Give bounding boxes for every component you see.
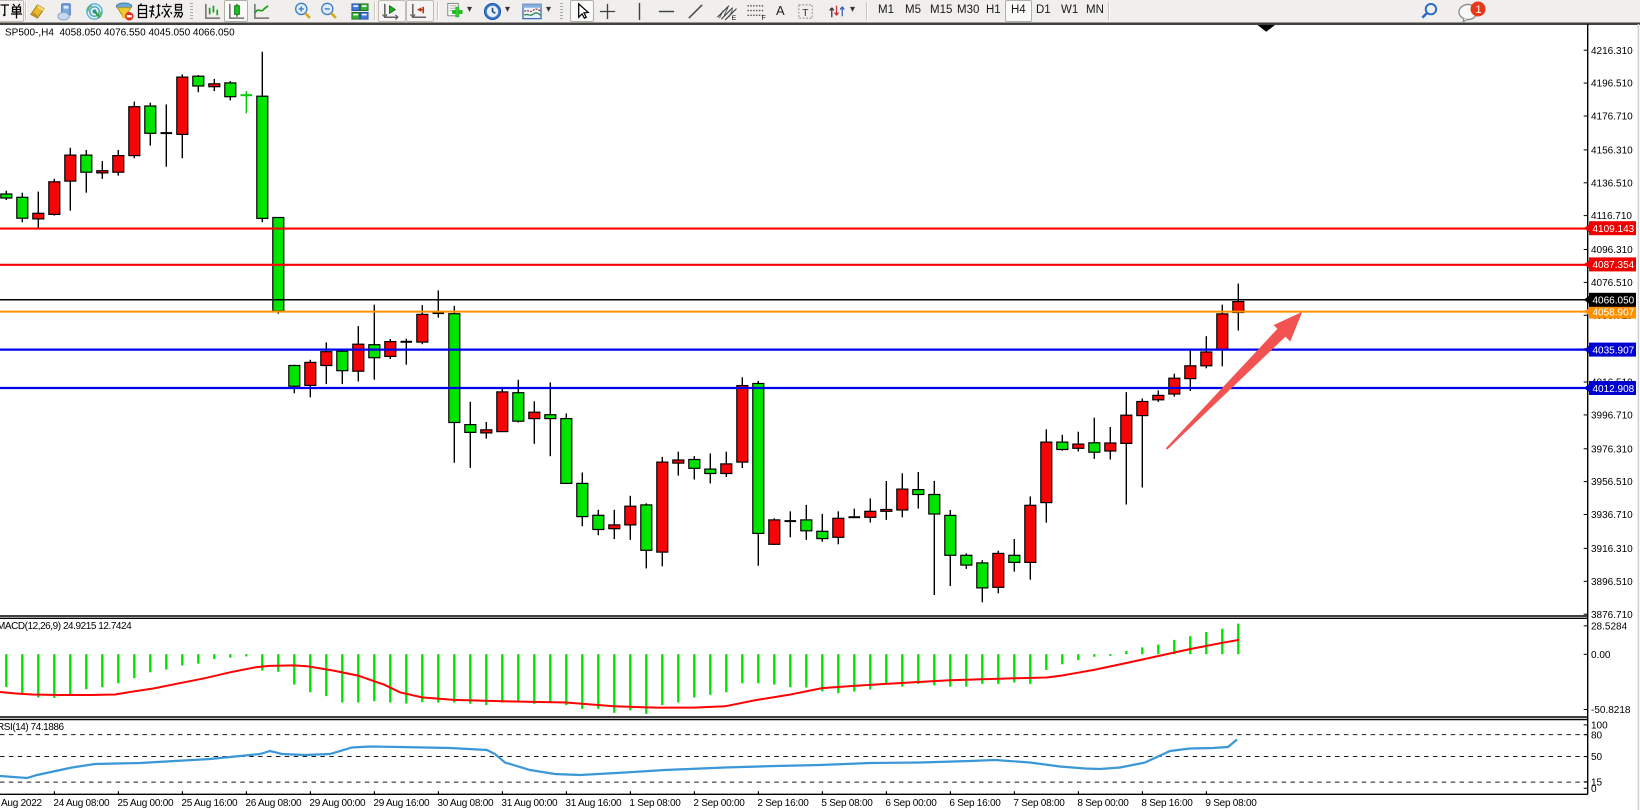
svg-text:3936.710: 3936.710 xyxy=(1591,510,1633,521)
svg-text:RSI(14) 74.1886: RSI(14) 74.1886 xyxy=(0,722,65,733)
svg-text:6 Sep 00:00: 6 Sep 00:00 xyxy=(885,798,937,809)
svg-text:8 Sep 00:00: 8 Sep 00:00 xyxy=(1077,798,1129,809)
svg-text:3916.310: 3916.310 xyxy=(1591,544,1633,555)
svg-text:0.00: 0.00 xyxy=(1591,650,1611,661)
svg-text:0: 0 xyxy=(1591,784,1597,795)
svg-text:1 Sep 08:00: 1 Sep 08:00 xyxy=(629,798,681,809)
svg-text:80: 80 xyxy=(1591,730,1603,741)
svg-text:4136.510: 4136.510 xyxy=(1591,178,1633,189)
svg-text:F: F xyxy=(762,15,766,21)
svg-text:2 Sep 00:00: 2 Sep 00:00 xyxy=(693,798,745,809)
svg-text:29 Aug 16:00: 29 Aug 16:00 xyxy=(373,798,430,809)
svg-text:5 Sep 08:00: 5 Sep 08:00 xyxy=(821,798,873,809)
svg-text:25 Aug 16:00: 25 Aug 16:00 xyxy=(181,798,238,809)
svg-text:3896.510: 3896.510 xyxy=(1591,577,1633,588)
svg-text:28.5284: 28.5284 xyxy=(1591,621,1628,632)
svg-text:4216.310: 4216.310 xyxy=(1591,46,1633,57)
svg-text:-50.8218: -50.8218 xyxy=(1591,705,1631,716)
svg-text:4116.710: 4116.710 xyxy=(1591,211,1632,222)
svg-text:3876.710: 3876.710 xyxy=(1591,610,1633,621)
svg-text:24 Aug 08:00: 24 Aug 08:00 xyxy=(53,798,110,809)
svg-text:3956.510: 3956.510 xyxy=(1591,477,1633,488)
svg-text:4012.908: 4012.908 xyxy=(1593,384,1635,395)
svg-text:3976.310: 3976.310 xyxy=(1591,444,1633,455)
svg-text:9 Sep 08:00: 9 Sep 08:00 xyxy=(1205,798,1257,809)
svg-text:31 Aug 16:00: 31 Aug 16:00 xyxy=(565,798,622,809)
svg-text:Aug 2022: Aug 2022 xyxy=(1,798,43,809)
svg-text:4035.907: 4035.907 xyxy=(1593,345,1635,356)
svg-text:E: E xyxy=(732,15,737,21)
svg-text:4196.510: 4196.510 xyxy=(1591,79,1633,90)
svg-text:4176.710: 4176.710 xyxy=(1591,112,1633,123)
svg-text:7 Sep 08:00: 7 Sep 08:00 xyxy=(1013,798,1065,809)
svg-text:25 Aug 00:00: 25 Aug 00:00 xyxy=(117,798,174,809)
svg-text:31 Aug 00:00: 31 Aug 00:00 xyxy=(501,798,558,809)
svg-text:50: 50 xyxy=(1591,752,1603,763)
svg-text:4076.510: 4076.510 xyxy=(1591,278,1633,289)
svg-text:4058.907: 4058.907 xyxy=(1593,307,1635,318)
svg-text:2 Sep 16:00: 2 Sep 16:00 xyxy=(757,798,809,809)
svg-text:4156.310: 4156.310 xyxy=(1591,146,1633,157)
svg-text:6 Sep 16:00: 6 Sep 16:00 xyxy=(949,798,1001,809)
svg-text:1: 1 xyxy=(1476,4,1482,16)
svg-text:4066.050: 4066.050 xyxy=(1593,296,1635,307)
svg-text:15: 15 xyxy=(1591,777,1603,788)
svg-text:3996.710: 3996.710 xyxy=(1591,411,1633,422)
svg-text:T: T xyxy=(802,8,809,19)
svg-text:SP500-,H4 4058.050 4076.550 4: SP500-,H4 4058.050 4076.550 4045.050 406… xyxy=(5,28,235,39)
svg-text:4109.143: 4109.143 xyxy=(1593,224,1635,235)
svg-text:29 Aug 00:00: 29 Aug 00:00 xyxy=(309,798,366,809)
svg-text:26 Aug 08:00: 26 Aug 08:00 xyxy=(245,798,302,809)
svg-text:4096.310: 4096.310 xyxy=(1591,245,1633,256)
svg-text:30 Aug 08:00: 30 Aug 08:00 xyxy=(437,798,494,809)
svg-text:MACD(12,26,9) 24.9215 12.7424: MACD(12,26,9) 24.9215 12.7424 xyxy=(0,621,132,632)
svg-text:8 Sep 16:00: 8 Sep 16:00 xyxy=(1141,798,1193,809)
svg-text:100: 100 xyxy=(1591,721,1608,732)
svg-text:4087.354: 4087.354 xyxy=(1593,260,1635,271)
